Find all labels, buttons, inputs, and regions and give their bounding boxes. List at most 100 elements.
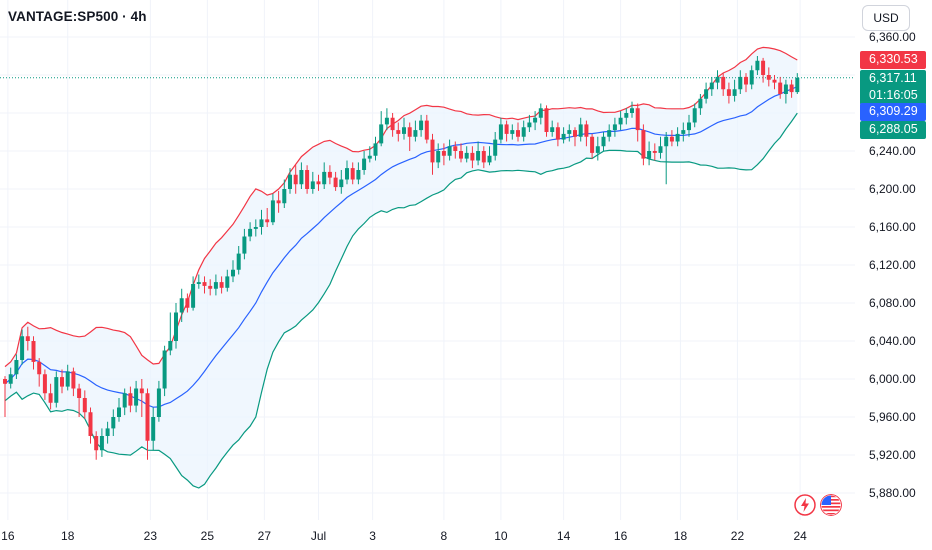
candle-body [413,130,418,137]
candle-body [265,219,270,223]
basis-value: 6,309.29 [869,104,918,118]
candle-body [219,282,224,288]
candle-body [789,84,794,93]
candle [510,124,515,140]
candle [236,246,241,275]
candle-body [299,170,304,185]
candle [168,312,173,356]
x-tick-label: 24 [793,529,807,543]
candle-body [738,76,743,90]
candle [316,174,321,191]
candle [687,114,691,137]
candle [652,143,657,161]
candle [544,105,549,137]
candle [333,171,338,191]
candle-body [675,133,680,142]
candle-body [20,336,25,360]
x-tick-label: 27 [258,529,272,543]
candle-body [145,393,150,441]
y-tick-label: 6,080.00 [869,296,916,310]
candle-body [681,130,686,134]
candle-body [687,122,691,131]
candle [111,409,116,436]
candle [726,82,731,104]
candle-body [362,158,367,170]
candle-body [65,371,70,387]
x-tick-label: 10 [494,529,508,543]
candle-body [185,298,190,308]
us-flag-icon[interactable] [820,494,842,516]
candle [567,124,572,142]
candle-body [117,407,121,417]
candle [664,132,669,185]
candle [698,94,703,115]
basis-price-tag: 6,309.29 [860,103,926,121]
candle-body [761,60,766,75]
y-tick-label: 5,920.00 [869,448,916,462]
candle [31,336,36,370]
candle [145,388,150,460]
candle [179,288,184,322]
candle [139,379,144,417]
candle-body [516,130,520,137]
upper-band-line [4,46,798,368]
candle-body [94,436,99,451]
candle [37,358,42,387]
candle-body [310,181,315,189]
candle-body [795,77,800,93]
candle [413,120,418,142]
last-price-value: 6,317.11 [869,71,917,85]
candle-body [436,151,441,163]
candle-body [288,174,292,189]
candle-body [384,117,389,125]
candle [356,162,361,185]
y-tick-label: 6,200.00 [869,182,916,196]
candle [259,209,264,235]
candle-body [447,146,452,156]
lightning-icon[interactable] [794,494,816,516]
candle-body [407,127,412,137]
lower-band-value: 6,288.05 [869,122,918,136]
candle [630,101,634,118]
candle [493,132,498,161]
candles [3,56,800,460]
candle-body [191,284,196,308]
y-tick-label: 6,000.00 [869,372,916,386]
candle [293,165,298,194]
candle [521,120,526,142]
candle-body [709,82,714,90]
currency-button[interactable]: USD [862,5,910,31]
candle-body [595,146,600,153]
y-tick-label: 6,120.00 [869,258,916,272]
candle [373,136,378,161]
candle [54,371,59,408]
candle-body [99,436,104,451]
candle [487,146,492,166]
x-tick-label: 8 [441,529,448,543]
candle [128,386,133,413]
candle [635,103,640,142]
candle [704,82,709,104]
candle [533,111,538,131]
candle-body [37,361,42,375]
candle-body [168,341,173,351]
candle [624,108,629,125]
candle [641,124,646,166]
candle-body [561,133,566,140]
candle-body [111,417,116,429]
candle-body [390,117,395,131]
candle-body [179,298,184,313]
candle-body [641,130,646,159]
candle [202,276,207,294]
candle [322,162,327,189]
candle-body [253,227,258,229]
candle [88,407,93,444]
candle-body [521,127,526,137]
candle-body [77,388,82,398]
candle [299,162,304,189]
candle-body [42,374,47,394]
candle-body [259,219,264,227]
candle-body [60,377,64,387]
candle-body [453,146,458,151]
